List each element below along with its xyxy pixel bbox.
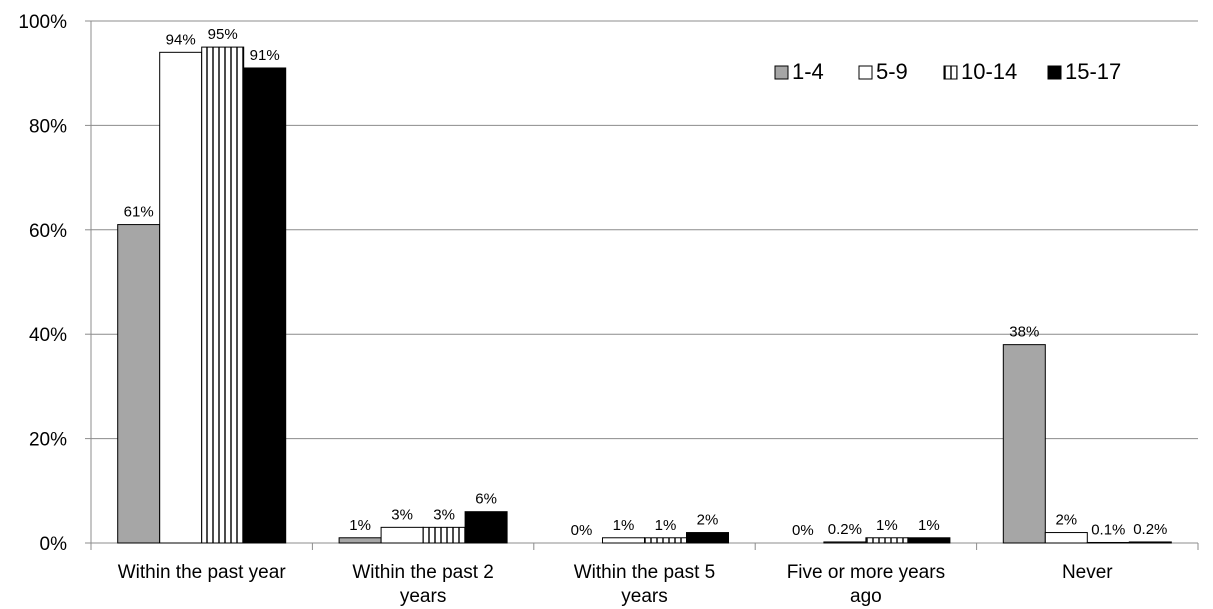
bar-15-17 [464,511,508,544]
y-tick-label: 80% [29,116,67,137]
data-label: 1% [876,517,898,534]
bar-10-14 [1086,541,1130,544]
legend-swatch-5-9 [858,65,873,80]
x-category-label: Five or more years [787,562,945,583]
x-category-label: Never [1062,562,1113,583]
data-label: 1% [918,517,940,534]
y-tick-label: 60% [29,221,67,242]
bar-5-9 [823,541,867,544]
data-label: 95% [208,26,238,43]
y-tick-label: 40% [29,325,67,346]
data-label: 2% [697,512,719,529]
bar-15-17 [1128,541,1172,544]
data-label: 61% [124,204,154,221]
legend: 1-4 5-9 10-14 15-17 [774,59,1121,84]
data-label: 91% [250,47,280,64]
bar-1-4 [117,224,161,544]
bar-15-17 [686,532,729,544]
data-label: 0% [792,522,814,539]
data-labels: 61% 94% 95% 91% 1% 3% 3% 6% 0% 1% 1% 2% 0% 0.2% 1% 1% 38… [124,26,1168,539]
y-tick-label: 100% [18,12,67,33]
data-label: 38% [1009,324,1039,341]
legend-label: 10-14 [961,59,1017,84]
y-tick-label: 0% [40,534,68,555]
x-category-label: years [400,586,446,607]
legend-label: 15-17 [1065,59,1121,84]
legend-label: 1-4 [792,59,824,84]
data-label: 3% [433,506,455,523]
y-tick-label: 20% [29,430,67,451]
data-label: 1% [655,517,677,534]
bar-15-17 [907,537,951,544]
data-label: 1% [349,517,371,534]
bar-10-14 [865,537,909,544]
legend-swatch-1-4 [774,65,789,80]
legend-swatch-15-17 [1047,65,1062,80]
bars [117,46,1172,544]
data-label: 0% [571,522,593,539]
x-category-label: Within the past 2 [352,562,494,583]
data-label: 0.2% [828,521,862,538]
bar-10-14 [422,526,466,544]
x-category-label: Within the past year [118,562,287,583]
data-label: 0.1% [1091,521,1125,538]
x-category-label: years [621,586,667,607]
bar-5-9 [1044,532,1088,544]
bar-1-4 [338,537,382,544]
data-label: 0.2% [1133,521,1167,538]
x-category-label: ago [850,586,882,607]
legend-swatch-10-14 [943,65,958,80]
bar-5-9 [380,526,424,544]
legend-label: 5-9 [876,59,908,84]
data-label: 2% [1055,512,1077,529]
data-label: 6% [475,491,497,508]
bar-10-14 [644,537,687,544]
x-category-label: Within the past 5 [574,562,716,583]
bar-15-17 [243,67,287,544]
data-label: 94% [166,31,196,48]
data-label: 3% [391,506,413,523]
bar-1-4 [1002,344,1046,544]
data-label: 1% [613,517,635,534]
bar-10-14 [201,46,245,544]
bar-5-9 [602,537,645,544]
bar-5-9 [159,51,203,544]
